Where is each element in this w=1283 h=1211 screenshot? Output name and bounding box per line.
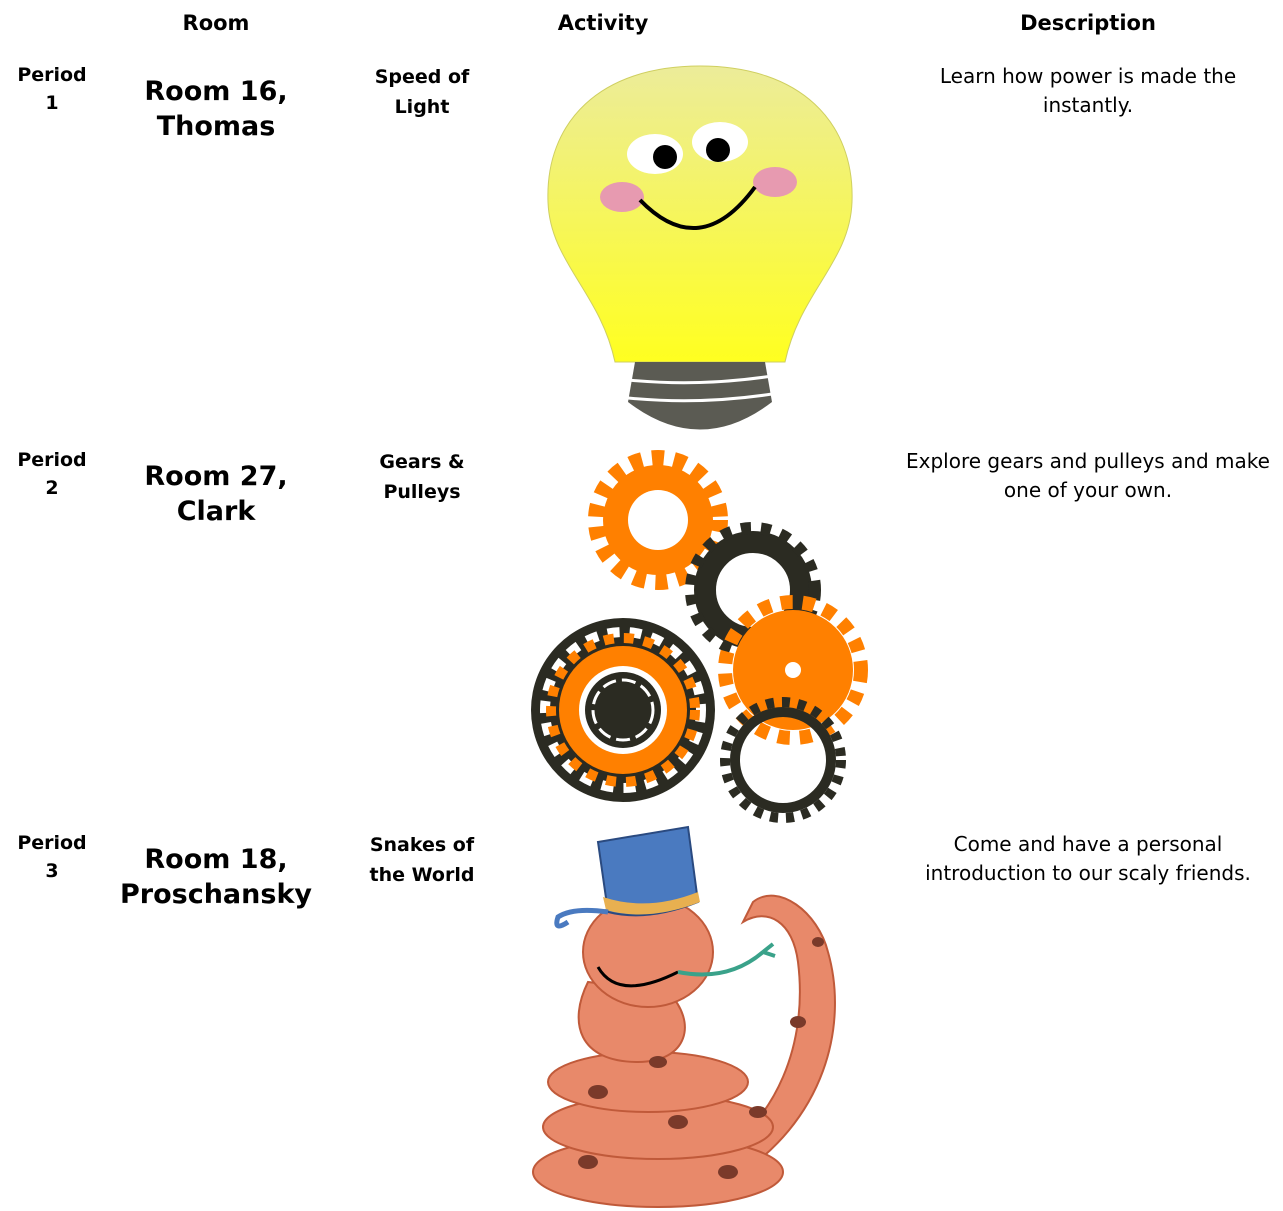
description-cell: Come and have a personal introduction to…: [925, 832, 1251, 885]
description-cell: Explore gears and pulleys and make one o…: [906, 449, 1270, 502]
room-cell: Room 18, Proschansky: [119, 844, 313, 911]
period-cell: Period 3: [17, 832, 87, 882]
snake-image: [532, 825, 836, 1208]
activity-cell: Speed of Light: [374, 66, 470, 119]
room-cell: Room 16, Thomas: [144, 76, 288, 143]
header-room: Room: [182, 11, 250, 35]
description-cell: Learn how power is made the instantly.: [939, 64, 1237, 117]
header-activity: Activity: [557, 11, 649, 35]
lightbulb-image: [547, 65, 853, 430]
activity-cell: Gears & Pulleys: [379, 451, 465, 504]
room-cell: Room 27, Clark: [144, 461, 288, 528]
gears-image: [531, 450, 868, 823]
period-cell: Period 1: [17, 64, 87, 114]
period-cell: Period 2: [17, 449, 87, 499]
activity-cell: Snakes of the World: [369, 834, 475, 887]
header-description: Description: [1020, 11, 1156, 35]
